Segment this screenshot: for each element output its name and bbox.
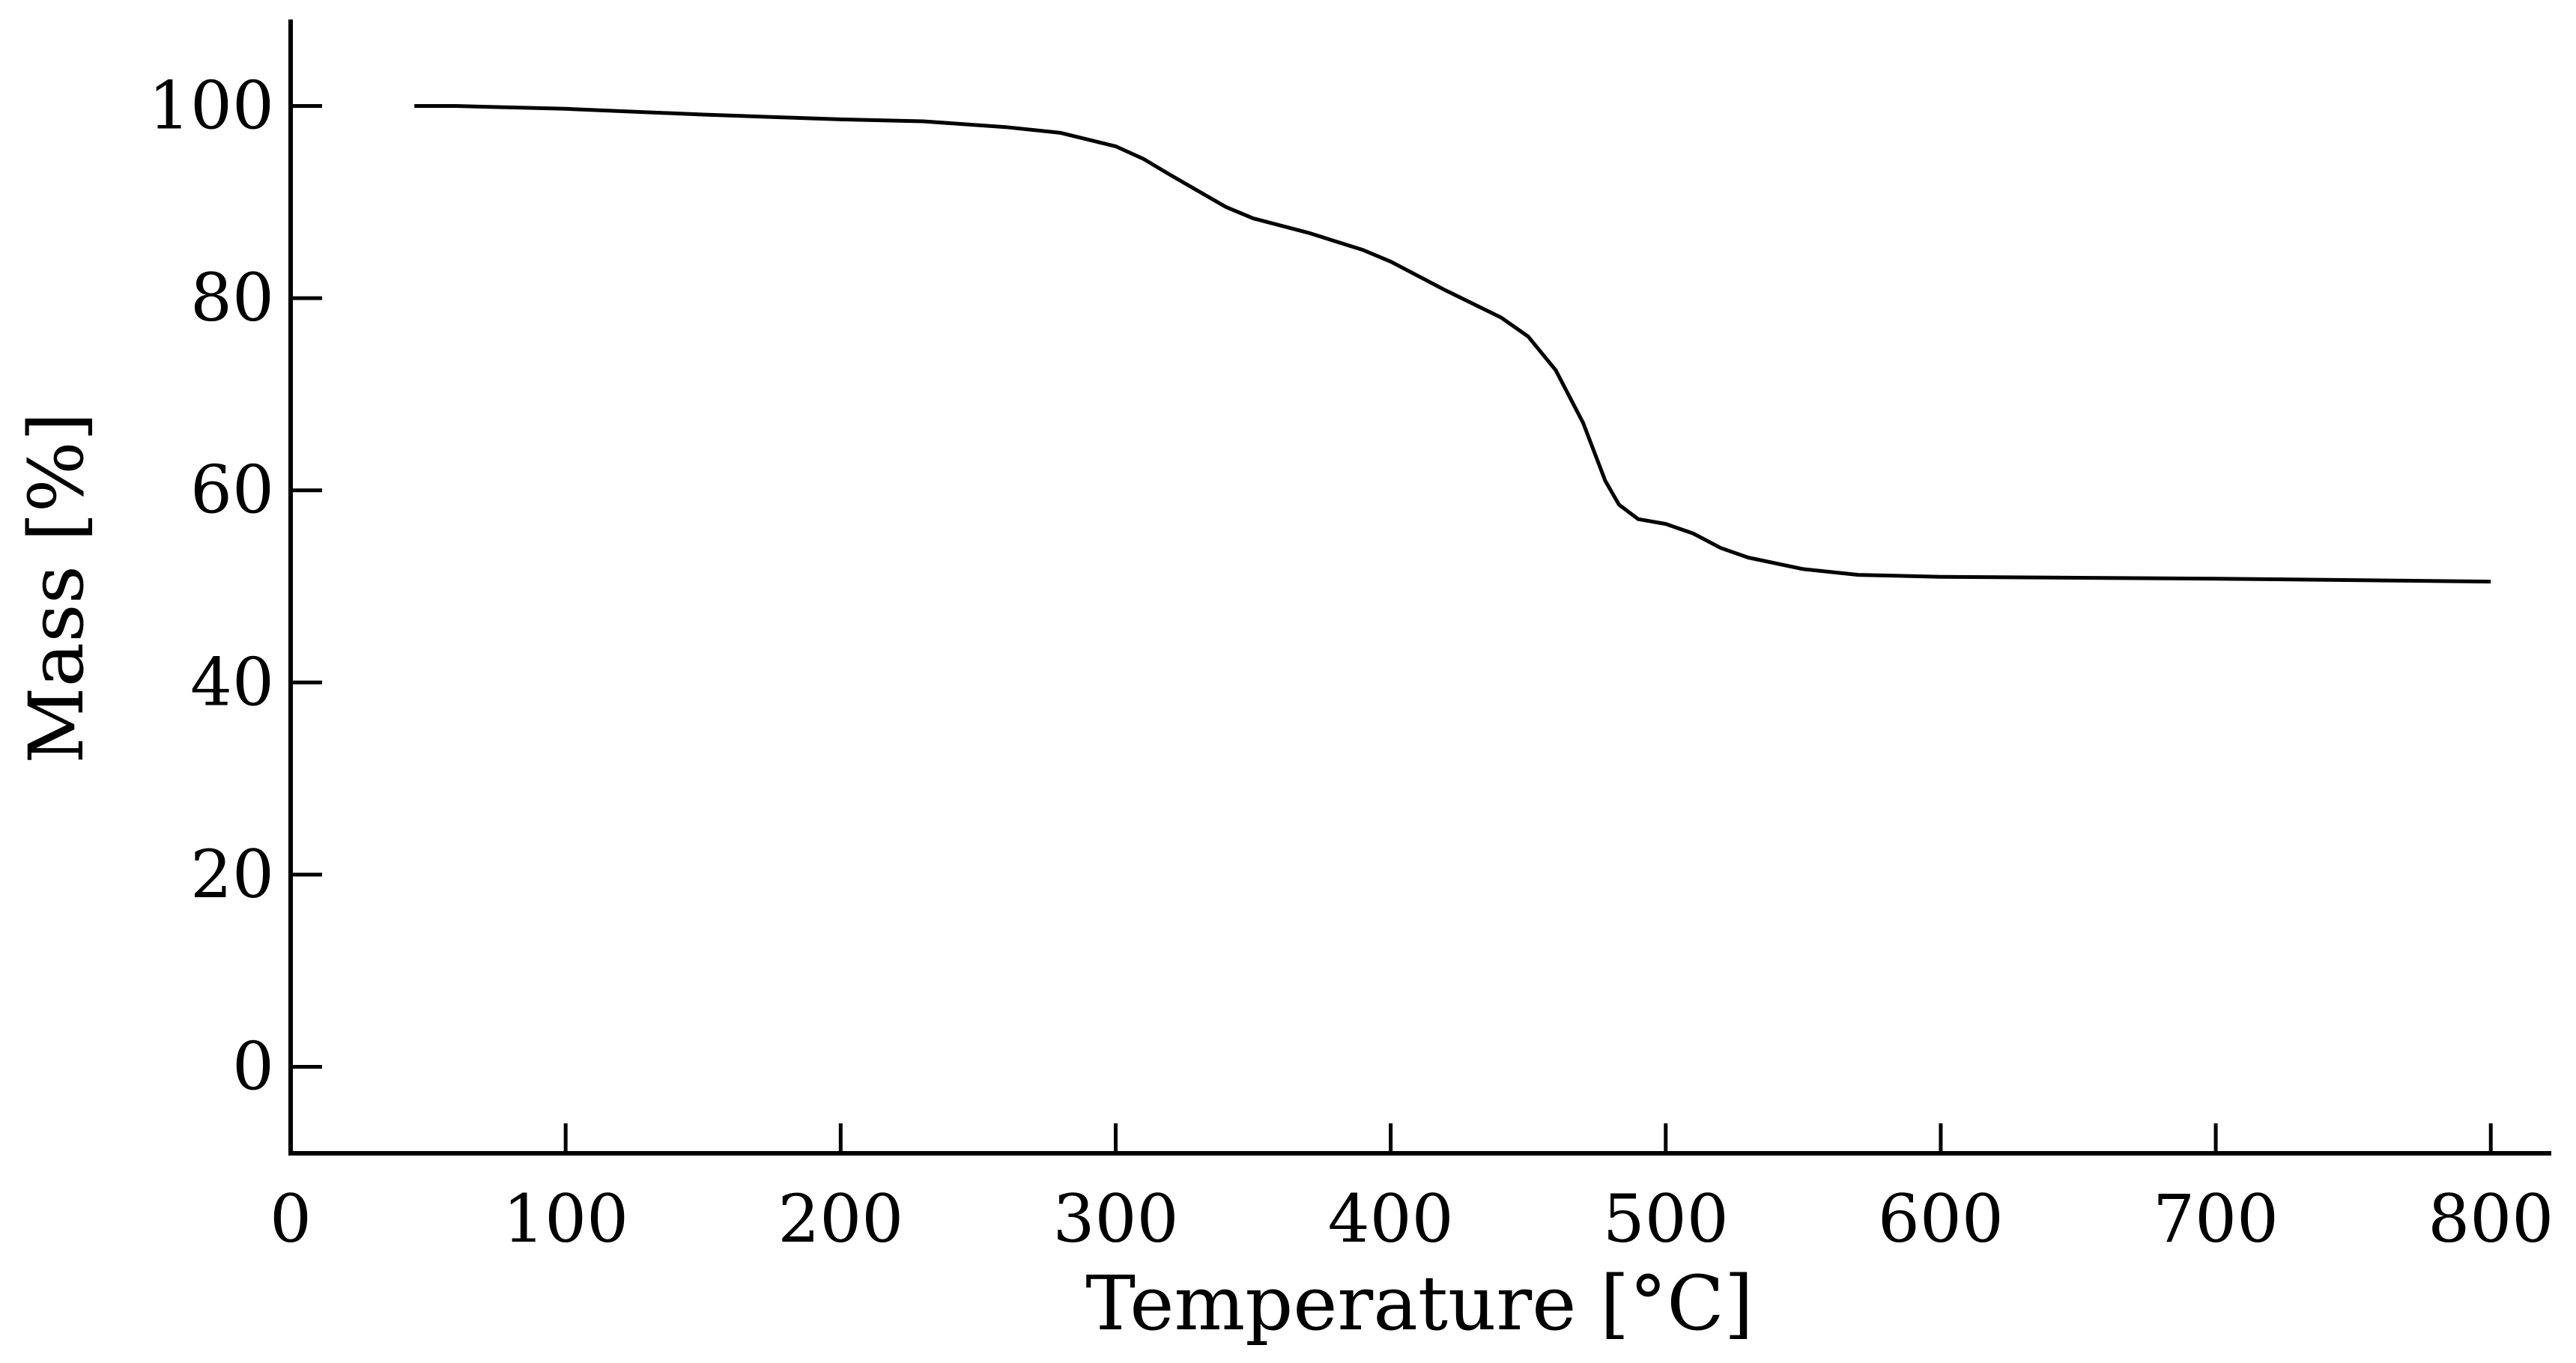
y-tick-label: 40 xyxy=(190,643,274,720)
x-tick-label: 300 xyxy=(1052,1180,1178,1257)
x-tick-label: 0 xyxy=(270,1180,312,1257)
x-tick-label: 600 xyxy=(1878,1180,2004,1257)
y-tick-label: 80 xyxy=(190,259,274,336)
x-tick-label: 100 xyxy=(503,1180,628,1257)
y-tick-label: 20 xyxy=(190,836,274,913)
x-tick-label: 400 xyxy=(1328,1180,1454,1257)
x-tick-label: 500 xyxy=(1603,1180,1729,1257)
y-tick-label: 60 xyxy=(190,452,274,529)
mass-curve xyxy=(414,104,2491,584)
x-tick-label: 200 xyxy=(778,1180,903,1257)
x-axis-label: Temperature [°C] xyxy=(1085,1260,1753,1347)
y-tick-label: 100 xyxy=(148,67,274,144)
x-tick-label: 800 xyxy=(2428,1180,2554,1257)
y-axis-label: Mass [%] xyxy=(13,412,100,763)
y-tick-label: 0 xyxy=(232,1028,274,1105)
x-tick-label: 700 xyxy=(2153,1180,2279,1257)
